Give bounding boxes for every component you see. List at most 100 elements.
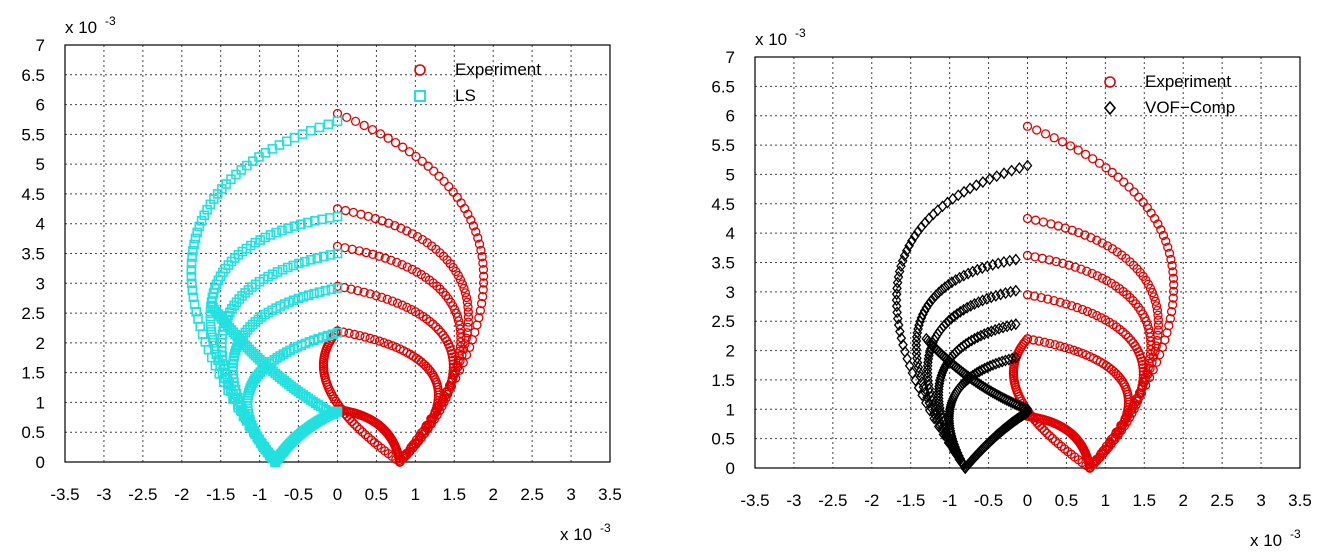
x-tick-label: -2.5 (818, 491, 847, 510)
data-point (994, 322, 1004, 335)
data-point (1077, 304, 1088, 315)
data-point (463, 307, 474, 317)
data-point (1043, 294, 1053, 304)
data-point (253, 314, 264, 325)
data-point (445, 381, 456, 391)
data-point (1080, 149, 1091, 160)
data-point (270, 457, 281, 467)
data-point (402, 262, 412, 272)
data-point (265, 230, 276, 240)
data-point (303, 290, 314, 301)
data-point (893, 270, 904, 284)
data-point (448, 362, 459, 373)
data-point (944, 417, 955, 430)
data-point (312, 253, 323, 263)
data-point (194, 221, 205, 232)
data-point (923, 352, 934, 365)
data-point (1080, 230, 1090, 240)
data-point (1003, 353, 1014, 366)
x-tick-label: 0 (333, 485, 342, 504)
data-point (922, 391, 932, 404)
data-point (310, 216, 320, 226)
data-point (892, 312, 903, 325)
data-point (456, 337, 466, 347)
data-point (1107, 167, 1117, 178)
data-point (1000, 354, 1011, 367)
data-point (960, 461, 971, 475)
data-point (309, 288, 319, 299)
data-point (1102, 241, 1113, 251)
data-point (972, 331, 983, 344)
x-tick-label: 0.5 (1055, 491, 1079, 510)
data-point (1153, 320, 1164, 330)
data-point (991, 170, 1002, 183)
data-point (377, 292, 387, 303)
data-point (974, 365, 985, 378)
data-point (328, 409, 339, 420)
data-point (1166, 254, 1176, 265)
data-point (189, 239, 199, 250)
y-tick-label: 3.5 (711, 254, 735, 273)
data-point (892, 282, 902, 295)
data-point (349, 329, 360, 340)
data-point (1150, 296, 1161, 306)
x-tick-label: -1 (252, 485, 267, 504)
data-point (348, 207, 359, 218)
data-point (375, 129, 386, 139)
data-point (428, 319, 438, 329)
data-point (944, 414, 955, 427)
x-tick-label: 2.5 (520, 485, 544, 504)
data-point (387, 296, 398, 306)
y-tick-label: 1.5 (21, 364, 45, 383)
data-point (1044, 431, 1055, 441)
data-point (417, 234, 428, 245)
data-point (1060, 342, 1070, 353)
data-point (891, 288, 902, 301)
data-point (443, 389, 453, 399)
data-point (396, 223, 406, 233)
data-point (188, 245, 198, 256)
data-point (271, 227, 281, 238)
data-point (947, 394, 958, 407)
data-point (199, 210, 210, 221)
data-point (961, 338, 971, 351)
data-point (431, 322, 441, 332)
x-tick-label: -3 (786, 491, 801, 510)
data-point (477, 291, 488, 302)
data-point (478, 285, 488, 295)
data-point (202, 204, 212, 215)
data-point (363, 432, 373, 442)
data-point (447, 349, 457, 359)
data-point (188, 292, 199, 303)
data-point (1092, 310, 1102, 321)
data-point (934, 395, 944, 408)
legend-marker (414, 64, 426, 76)
legend-label: LS (455, 86, 476, 105)
x-tick-label: -2 (174, 485, 189, 504)
data-point (1073, 347, 1083, 357)
data-point (342, 411, 352, 422)
data-point (946, 430, 957, 443)
data-point (294, 258, 304, 269)
data-point (969, 297, 980, 310)
y-multiplier-exponent: -3 (795, 26, 806, 40)
legend-marker (1103, 100, 1117, 116)
data-point (190, 233, 201, 244)
data-point (360, 429, 370, 440)
data-point (192, 227, 203, 238)
data-point (1074, 227, 1084, 238)
data-point (463, 209, 473, 219)
data-point (452, 192, 462, 203)
data-point (332, 283, 343, 293)
data-point (289, 221, 300, 232)
data-point (969, 332, 980, 345)
data-point (909, 230, 920, 243)
data-point (973, 296, 984, 309)
chart-panel-right: -3.5 -3 -2.5 -2 -1.5 -1 -0.5 0 0.5 1 1.5 2 2.5 3 3.5 0 0… (711, 26, 1311, 550)
y-tick-label: 4 (36, 215, 45, 234)
data-point (463, 317, 473, 327)
data-point (271, 455, 281, 466)
data-point (296, 219, 306, 230)
x-tick-label: -1.5 (206, 485, 235, 504)
data-point (277, 264, 288, 275)
